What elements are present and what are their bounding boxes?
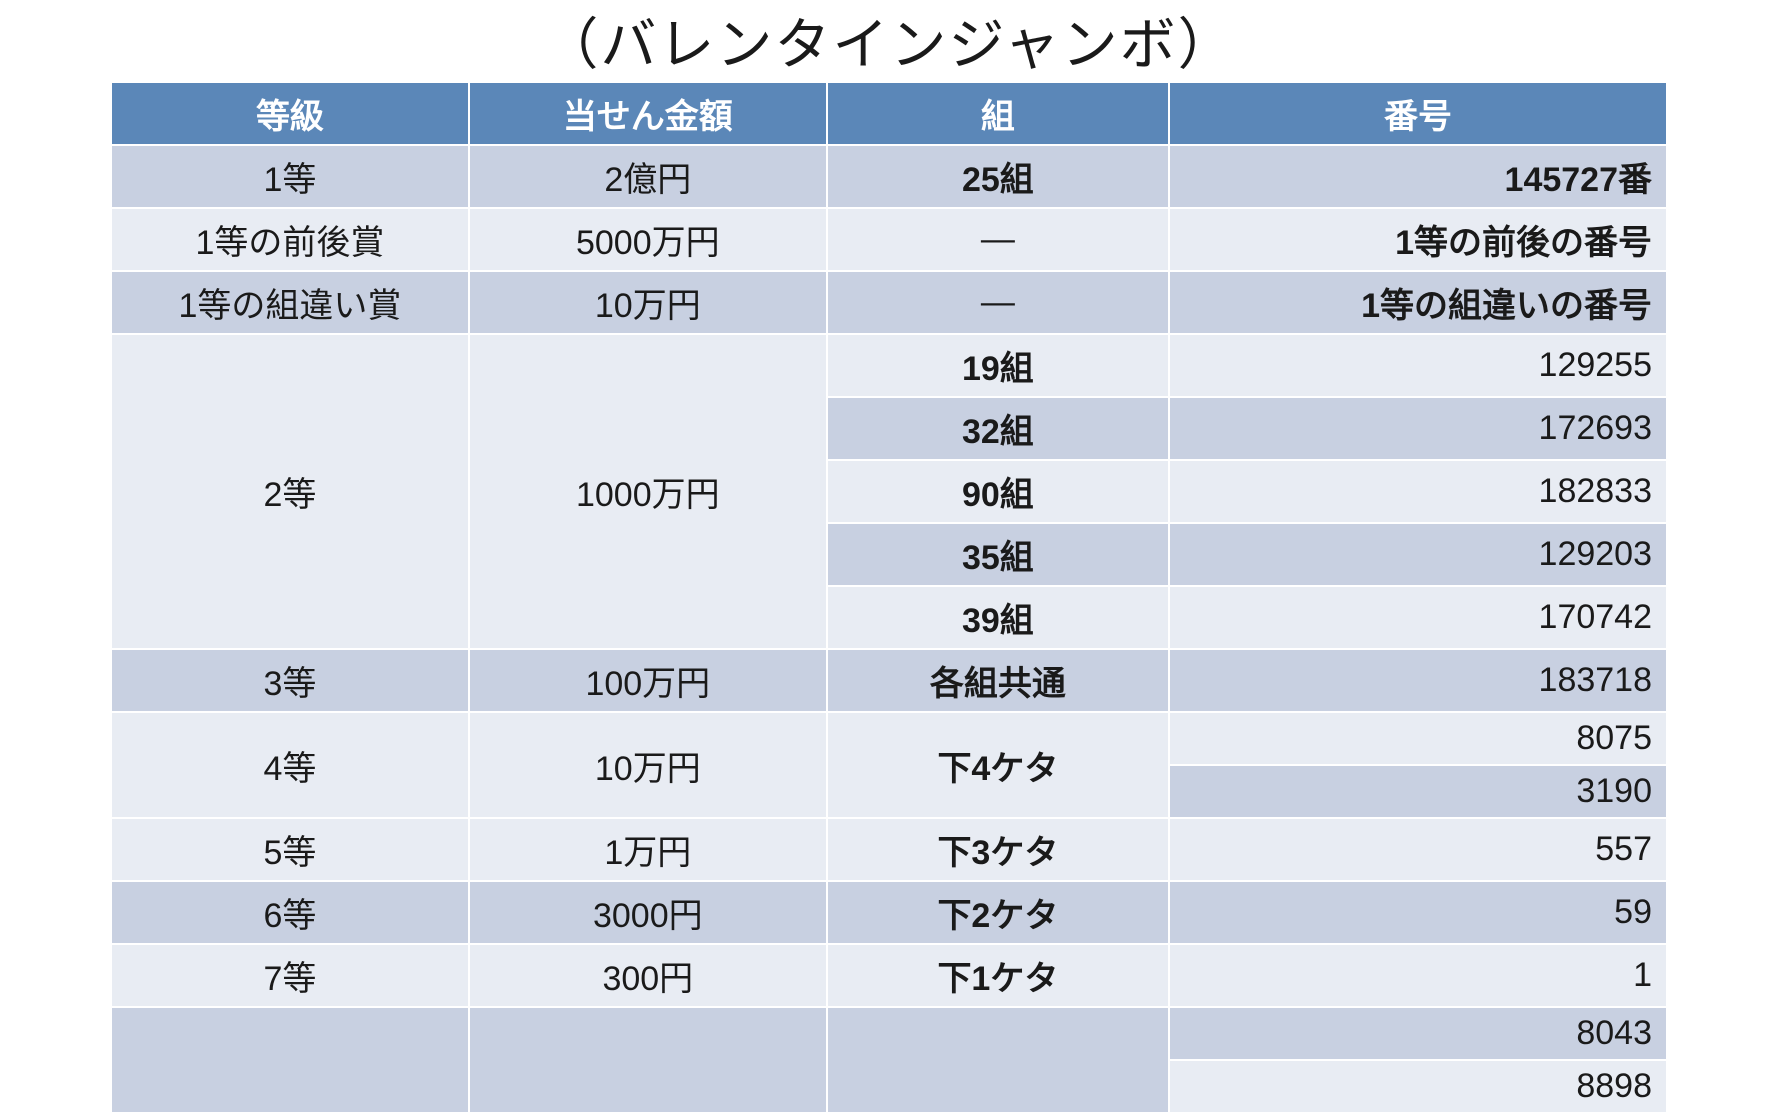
table-cell: 182833 [1169, 460, 1667, 523]
table-header-row: 等級 当せん金額 組 番号 [111, 82, 1667, 145]
table-row: 7等300円下1ケタ1 [111, 944, 1667, 1007]
table-cell: 129255 [1169, 334, 1667, 397]
table-cell: 7等 [111, 944, 469, 1007]
table-cell: 8075 [1169, 712, 1667, 765]
table-cell: 1等 [111, 145, 469, 208]
table-row: 4等10万円下4ケタ8075 [111, 712, 1667, 765]
lottery-table: 等級 当せん金額 組 番号 1等2億円25組145727番1等の前後賞5000万… [110, 81, 1668, 1114]
table-cell [111, 1007, 469, 1113]
table-cell: ― [827, 271, 1169, 334]
table-cell: 1 [1169, 944, 1667, 1007]
table-cell: 1等の組違い賞 [111, 271, 469, 334]
th-number: 番号 [1169, 82, 1667, 145]
table-cell: 1万円 [469, 818, 827, 881]
table-cell: 下2ケタ [827, 881, 1169, 944]
table-cell [827, 1007, 1169, 1113]
table-cell: 35組 [827, 523, 1169, 586]
table-cell: 10万円 [469, 271, 827, 334]
table-cell: 8043 [1169, 1007, 1667, 1060]
th-group: 組 [827, 82, 1169, 145]
table-head: 等級 当せん金額 組 番号 [111, 82, 1667, 145]
lottery-page: （バレンタインジャンボ） 等級 当せん金額 組 番号 1等2億円25組14572… [0, 0, 1778, 1114]
table-cell: 39組 [827, 586, 1169, 649]
table-cell: 90組 [827, 460, 1169, 523]
table-cell: 59 [1169, 881, 1667, 944]
table-cell: 1等の組違いの番号 [1169, 271, 1667, 334]
table-row: 5等1万円下3ケタ557 [111, 818, 1667, 881]
th-grade: 等級 [111, 82, 469, 145]
table-cell: 3190 [1169, 765, 1667, 818]
table-cell: 3等 [111, 649, 469, 712]
table-cell: 下4ケタ [827, 712, 1169, 818]
table-row: 1等2億円25組145727番 [111, 145, 1667, 208]
table-cell: 129203 [1169, 523, 1667, 586]
table-row: 1等の前後賞5000万円―1等の前後の番号 [111, 208, 1667, 271]
table-cell: 1000万円 [469, 334, 827, 649]
table-row: 2等1000万円19組129255 [111, 334, 1667, 397]
page-title: （バレンタインジャンボ） [110, 0, 1668, 81]
table-cell: 3000円 [469, 881, 827, 944]
table-cell: 5等 [111, 818, 469, 881]
table-row: 1等の組違い賞10万円―1等の組違いの番号 [111, 271, 1667, 334]
table-cell: 32組 [827, 397, 1169, 460]
table-cell: 10万円 [469, 712, 827, 818]
table-cell: 1等の前後の番号 [1169, 208, 1667, 271]
table-cell: 4等 [111, 712, 469, 818]
table-cell: 172693 [1169, 397, 1667, 460]
table-cell: 下3ケタ [827, 818, 1169, 881]
table-cell: 300円 [469, 944, 827, 1007]
table-cell: 170742 [1169, 586, 1667, 649]
table-cell: 25組 [827, 145, 1169, 208]
table-row: 3等100万円各組共通183718 [111, 649, 1667, 712]
table-body: 1等2億円25組145727番1等の前後賞5000万円―1等の前後の番号1等の組… [111, 145, 1667, 1113]
table-cell: 8898 [1169, 1060, 1667, 1113]
table-cell: 1等の前後賞 [111, 208, 469, 271]
table-cell: 100万円 [469, 649, 827, 712]
table-cell: 145727番 [1169, 145, 1667, 208]
table-row: 8043 [111, 1007, 1667, 1060]
table-cell: 2等 [111, 334, 469, 649]
table-cell: 2億円 [469, 145, 827, 208]
table-cell [469, 1007, 827, 1113]
table-cell: 557 [1169, 818, 1667, 881]
table-cell: 5000万円 [469, 208, 827, 271]
table-cell: 6等 [111, 881, 469, 944]
table-row: 6等3000円下2ケタ59 [111, 881, 1667, 944]
table-cell: 下1ケタ [827, 944, 1169, 1007]
table-cell: 各組共通 [827, 649, 1169, 712]
table-cell: ― [827, 208, 1169, 271]
table-cell: 183718 [1169, 649, 1667, 712]
th-amount: 当せん金額 [469, 82, 827, 145]
table-cell: 19組 [827, 334, 1169, 397]
